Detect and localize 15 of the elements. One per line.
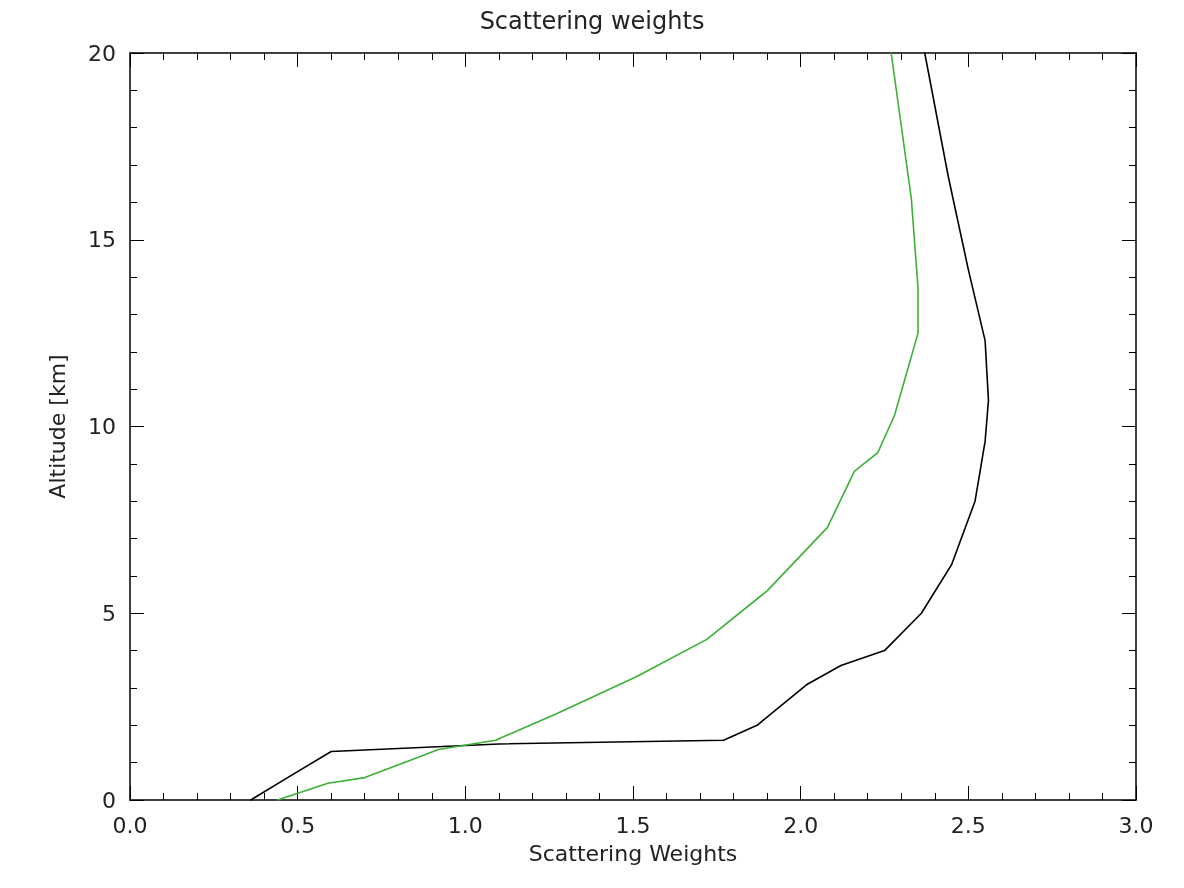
x-tick-label: 1.5 — [615, 812, 651, 838]
x-tick-label: 2.5 — [950, 812, 986, 838]
x-tick-label: 0.0 — [112, 812, 148, 838]
y-tick-label: 10 — [88, 414, 116, 439]
x-tick-label: 3.0 — [1118, 812, 1154, 838]
x-tick-label: 0.5 — [280, 812, 316, 838]
x-tick-label: 1.0 — [447, 812, 483, 838]
y-tick-label: 15 — [88, 227, 116, 253]
x-axis-title: Scattering Weights — [528, 840, 738, 866]
y-tick-label: 5 — [102, 600, 116, 626]
chart-title: Scattering weights — [479, 7, 705, 35]
y-tick-label: 0 — [102, 787, 116, 813]
y-tick-label: 20 — [88, 40, 116, 66]
y-axis-title: Altitude [km] — [44, 354, 70, 499]
x-tick-label: 2.0 — [783, 812, 819, 838]
